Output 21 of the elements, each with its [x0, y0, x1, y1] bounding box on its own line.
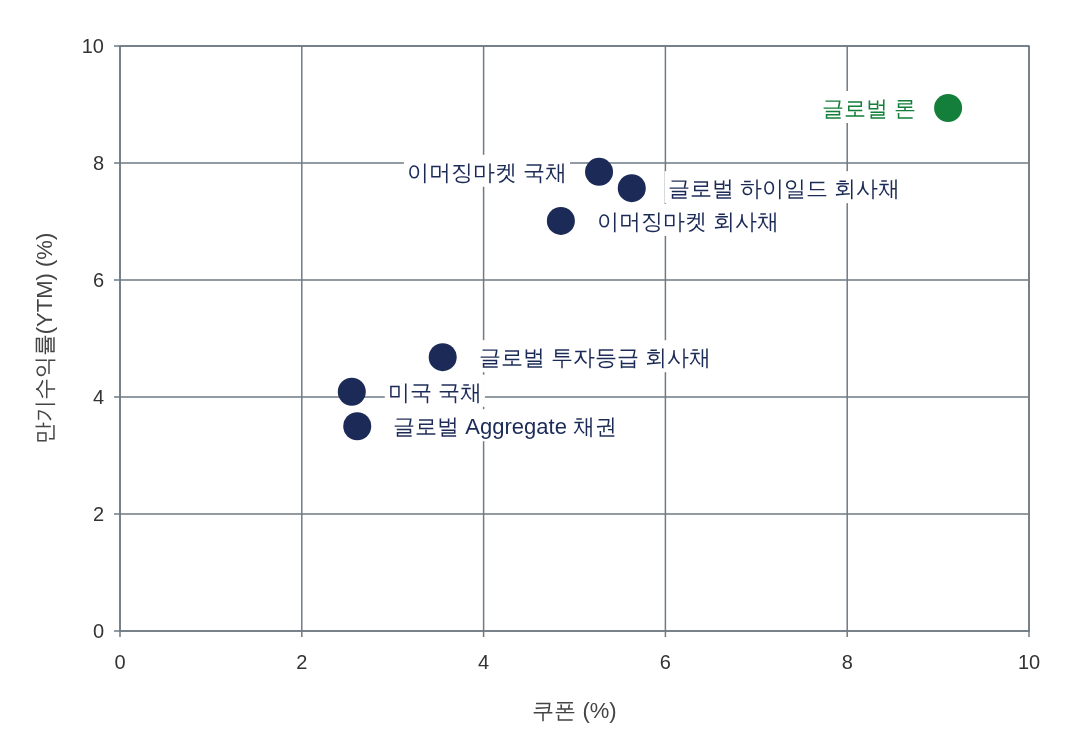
y-tick-label: 8: [92, 152, 104, 174]
series-label: 글로벌 Aggregate 채권: [393, 414, 617, 440]
x-tick-label: 8: [841, 651, 853, 673]
y-tick-label: 6: [92, 269, 104, 291]
series-label: 글로벌 투자등급 회사채: [478, 345, 711, 371]
series-label: 글로벌 론: [821, 96, 917, 122]
series-label: 미국 국채: [387, 379, 482, 405]
series-label: 글로벌 하이일드 회사채: [667, 176, 900, 202]
y-tick-label: 4: [92, 386, 104, 408]
x-tick-label: 0: [114, 651, 126, 673]
series-label: 이머징마켓 회사채: [596, 208, 779, 234]
x-tick-label: 10: [1017, 651, 1041, 673]
y-axis-title: 만기수익률(YTM) (%): [32, 232, 57, 445]
x-tick-label: 4: [478, 651, 490, 673]
x-axis-title: 쿠폰 (%): [532, 698, 617, 723]
y-tick-label: 2: [92, 503, 104, 525]
y-tick-label: 10: [81, 35, 104, 57]
x-tick-label: 6: [659, 651, 671, 673]
x-tick-label: 2: [296, 651, 308, 673]
series-label: 이머징마켓 국채: [406, 159, 568, 185]
y-tick-label: 0: [92, 620, 104, 642]
